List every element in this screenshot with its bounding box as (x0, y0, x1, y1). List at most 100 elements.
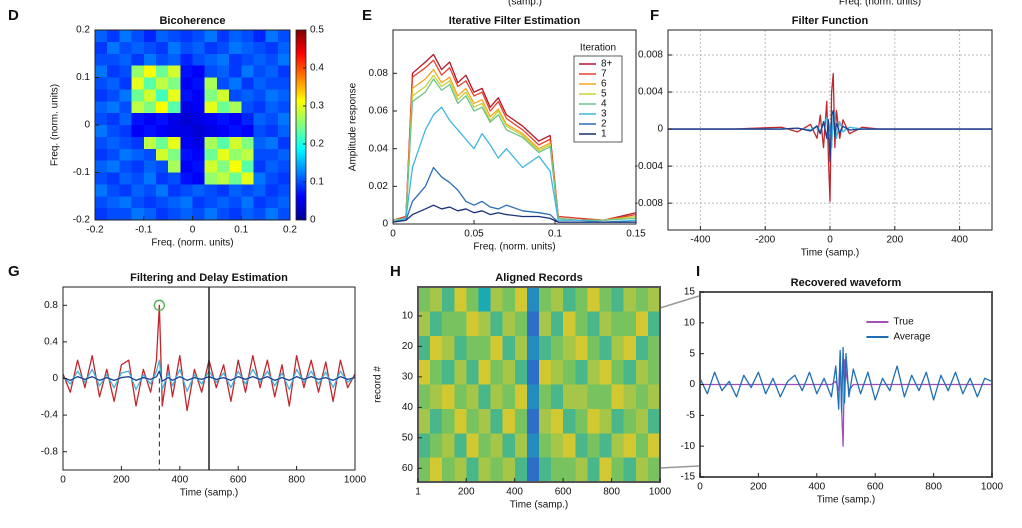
x-tick-label: 0 (60, 475, 66, 486)
heatmap-cell (192, 89, 206, 102)
heatmap-cell (95, 172, 108, 185)
heatmap-cell (647, 408, 661, 434)
heatmap-cell (168, 65, 181, 78)
heatmap-cell (155, 101, 169, 114)
heatmap-cell (277, 136, 291, 150)
heatmap-cell (253, 89, 267, 102)
heatmap-cell (253, 184, 267, 197)
heatmap-cell (204, 89, 218, 102)
heatmap-cell (253, 65, 267, 78)
chart-title: Iterative Filter Estimation (449, 15, 581, 27)
heatmap-cell (442, 335, 455, 361)
heatmap-cell (265, 41, 279, 55)
heatmap-cell (192, 148, 206, 162)
heatmap-cell (418, 335, 431, 361)
heatmap-cell (95, 41, 108, 55)
heatmap-cell (155, 196, 169, 209)
heatmap-cell (241, 89, 254, 102)
heatmap-cell (168, 136, 181, 150)
heatmap-cell (490, 457, 504, 483)
heatmap-cell (143, 77, 157, 90)
heatmap-cell (623, 287, 637, 312)
x-tick-label: 400 (808, 482, 825, 493)
heatmap-cell (551, 287, 564, 312)
y-axis-label: Amplitude response (348, 82, 359, 171)
heatmap-cell (265, 160, 279, 173)
heatmap-cell (180, 136, 193, 150)
plot-area (699, 346, 993, 447)
heatmap-cell (192, 136, 206, 150)
y-tick-label: -0.1 (73, 167, 91, 178)
heatmap-cell (430, 457, 443, 483)
heatmap-cell (180, 53, 193, 67)
heatmap-cell (107, 113, 120, 126)
heatmap-cell (526, 408, 540, 434)
x-tick-label: 200 (750, 482, 767, 493)
heatmap-cell (454, 433, 467, 459)
heatmap-cell (131, 160, 145, 173)
heatmap-cell (229, 208, 242, 221)
heatmap-cell (119, 125, 133, 138)
heatmap-cell (647, 384, 661, 410)
heatmap-cell (490, 335, 504, 361)
heatmap-cell (131, 208, 145, 221)
heatmap-cell (575, 408, 588, 434)
heatmap-cell (107, 196, 120, 209)
heatmap-cell (216, 125, 230, 138)
heatmap-cell (131, 30, 145, 43)
y-axis-label: Freq. (norm. units) (50, 84, 61, 166)
x-tick-label: 1000 (344, 475, 367, 486)
colorbar-tick-label: 0.1 (310, 177, 324, 188)
heatmap-cell (131, 89, 145, 102)
heatmap-cell (599, 457, 613, 483)
x-tick-label: 200 (458, 487, 475, 498)
heatmap-cell (216, 148, 230, 162)
y-tick-label: 30 (402, 372, 414, 383)
heatmap-cell (143, 136, 157, 150)
y-tick-label: -0.4 (41, 410, 59, 421)
heatmap-cell (241, 148, 254, 162)
heatmap-cell (635, 384, 649, 410)
panel-letter: G (8, 263, 20, 280)
series-line (699, 346, 993, 413)
heatmap-cell (478, 433, 492, 459)
heatmap-cell (241, 101, 254, 114)
plot-frame (417, 286, 661, 483)
heatmap-cell (253, 136, 267, 150)
x-axis-label: Freq. (norm. units) (473, 242, 555, 253)
heatmap-cell (514, 311, 528, 337)
heatmap-cell (563, 433, 576, 459)
panel-letter: D (8, 7, 19, 24)
heatmap-cell (539, 457, 552, 483)
legend-label: 3 (601, 109, 607, 120)
heatmap-cell (107, 101, 120, 114)
heatmap-cell (599, 287, 613, 312)
heatmap-cell (204, 77, 218, 90)
heatmap-cell (623, 335, 637, 361)
heatmap-cell (478, 335, 492, 361)
heatmap-cell (575, 335, 588, 361)
y-tick-label: 0 (657, 124, 663, 135)
heatmap-cell (502, 360, 516, 385)
heatmap-cell (241, 184, 254, 197)
legend-label: 5 (601, 89, 607, 100)
heatmap-cell (647, 360, 661, 385)
heatmap-cell (265, 113, 279, 126)
heatmap-cell (143, 184, 157, 197)
plot-area (62, 287, 356, 470)
plot-area (668, 30, 992, 230)
heatmap-cell (131, 65, 145, 78)
heatmap-cell (119, 184, 133, 197)
heatmap-cell (180, 160, 193, 173)
y-tick-label: 5 (689, 348, 695, 359)
heatmap-cell (216, 101, 230, 114)
heatmap-cell (635, 360, 649, 385)
heatmap-cell (265, 136, 279, 150)
heatmap-cell (95, 125, 108, 138)
colorbar-tick-label: 0 (310, 215, 316, 226)
heatmap-cell (192, 172, 206, 185)
series-line (392, 204, 636, 223)
heatmap-cell (155, 172, 169, 185)
heatmap-cell (143, 53, 157, 67)
zoom-line (659, 465, 700, 469)
